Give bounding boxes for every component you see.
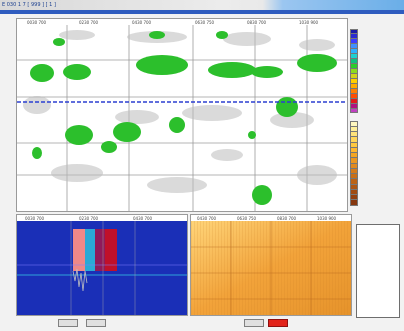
bottom-left-ticks: 0030 700 0230 700 0430 700 bbox=[17, 215, 187, 221]
center-button-b[interactable] bbox=[268, 319, 288, 327]
bottom-left-tick: 0230 700 bbox=[79, 216, 99, 221]
legend-top-rows bbox=[350, 28, 398, 114]
main-spectrogram bbox=[17, 25, 347, 211]
legend-row bbox=[350, 199, 398, 206]
bottom-center-ticks: 0430 700 0630 750 0830 700 1030 900 bbox=[191, 215, 351, 221]
main-top-ticks: 0030 700 0230 700 0430 700 0630 750 0830… bbox=[17, 19, 347, 25]
main-top-tick: 0030 700 bbox=[27, 20, 47, 25]
main-top-tick: 0430 700 bbox=[132, 20, 152, 25]
window-top-strip bbox=[0, 0, 404, 10]
main-spectrogram-panel[interactable]: 0030 700 0230 700 0430 700 0630 750 0830… bbox=[16, 18, 348, 212]
legend-bottom-rows bbox=[350, 120, 398, 206]
main-top-tick: 0630 750 bbox=[195, 20, 215, 25]
legend-bottom bbox=[350, 114, 398, 206]
bottom-center-heatmap bbox=[191, 221, 351, 315]
legend-swatch bbox=[350, 107, 358, 114]
bottom-center-tick: 0830 700 bbox=[277, 216, 297, 221]
left-button-b[interactable] bbox=[86, 319, 106, 327]
legend-top bbox=[350, 22, 398, 114]
bottom-center-tick: 1030 900 bbox=[317, 216, 337, 221]
bottom-left-tick: 0430 700 bbox=[133, 216, 153, 221]
legend-row bbox=[350, 107, 398, 114]
main-top-tick: 0830 700 bbox=[247, 20, 267, 25]
bottom-left-panel[interactable]: 0030 700 0230 700 0430 700 bbox=[16, 214, 188, 316]
bottom-center-panel[interactable]: 0430 700 0630 750 0830 700 1030 900 bbox=[190, 214, 352, 316]
bottom-left-tick: 0030 700 bbox=[25, 216, 45, 221]
legend-swatch bbox=[350, 199, 358, 206]
bottom-center-tick: 0630 750 bbox=[237, 216, 257, 221]
main-top-tick: 1030 900 bbox=[299, 20, 319, 25]
center-button-a[interactable] bbox=[244, 319, 264, 327]
window-title: E 030 1 7 [ 999 ] [ 1 ] bbox=[2, 2, 56, 8]
left-button-a[interactable] bbox=[58, 319, 78, 327]
bottom-center-tick: 0430 700 bbox=[197, 216, 217, 221]
window-blue-bar bbox=[0, 10, 404, 14]
info-panel[interactable] bbox=[356, 224, 400, 318]
main-top-tick: 0230 700 bbox=[79, 20, 99, 25]
bottom-left-plot bbox=[17, 221, 187, 315]
main-left-axis bbox=[2, 28, 14, 218]
